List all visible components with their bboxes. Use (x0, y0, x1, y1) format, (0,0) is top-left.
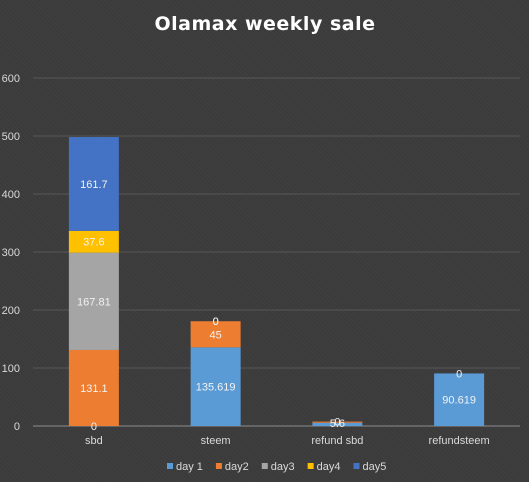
x-tick-label: sbd (85, 435, 103, 447)
data-label: 131.1 (80, 383, 108, 395)
legend-swatch (261, 463, 268, 469)
data-label: 0 (91, 421, 97, 433)
legend-swatch (215, 463, 222, 469)
bar-segment (68, 137, 119, 231)
legend-swatch (353, 463, 360, 469)
bar-segment (68, 252, 119, 350)
legend-entry: day3 (271, 461, 295, 473)
x-tick-label: steem (201, 435, 231, 447)
data-label: 45 (210, 329, 222, 341)
legend-entry: day5 (363, 461, 387, 473)
y-tick-label: 500 (2, 131, 20, 143)
bar-segment (312, 421, 363, 423)
y-tick-label: 100 (2, 363, 20, 375)
data-label: 161.7 (80, 179, 108, 191)
data-label: 90.619 (442, 395, 476, 407)
data-label: 0 (213, 316, 219, 328)
y-tick-label: 0 (14, 421, 20, 433)
x-tick-label: refundsteem (429, 435, 490, 447)
legend-entry: day2 (225, 461, 249, 473)
y-tick-label: 300 (2, 247, 20, 259)
legend-swatch (307, 463, 314, 469)
y-axis: 0 100 200 300 400 500 600 (2, 73, 20, 433)
bar-segment (312, 422, 363, 426)
y-tick-label: 400 (2, 189, 20, 201)
data-label: 167.81 (77, 296, 111, 308)
y-tick-label: 600 (2, 73, 20, 85)
data-label: 5.6 (330, 418, 345, 430)
bars (68, 137, 485, 426)
data-label: 0 (213, 316, 219, 328)
bar-segment (68, 230, 119, 253)
data-label: 0 (334, 417, 340, 429)
x-axis: sbd steem refund sbd refundsteem (85, 435, 490, 447)
bar-segment (190, 347, 241, 426)
bar-segment (434, 373, 485, 426)
bar-segment (68, 349, 119, 426)
y-tick-label: 200 (2, 305, 20, 317)
data-labels: 0131.1167.8137.6161.7135.61945005.6090.6… (77, 179, 476, 433)
legend-entry: day4 (317, 461, 341, 473)
data-label: 135.619 (196, 382, 236, 394)
x-tick-label: refund sbd (311, 435, 363, 447)
data-label: 0 (456, 368, 462, 380)
legend-swatch (167, 463, 173, 469)
data-label: 37.6 (83, 237, 104, 249)
bar-segment (190, 321, 241, 348)
legend: day 1 day2 day3 day4 day5 (167, 461, 386, 473)
chart-title: Olamax weekly sale (155, 13, 376, 35)
legend-entry: day 1 (176, 461, 203, 473)
